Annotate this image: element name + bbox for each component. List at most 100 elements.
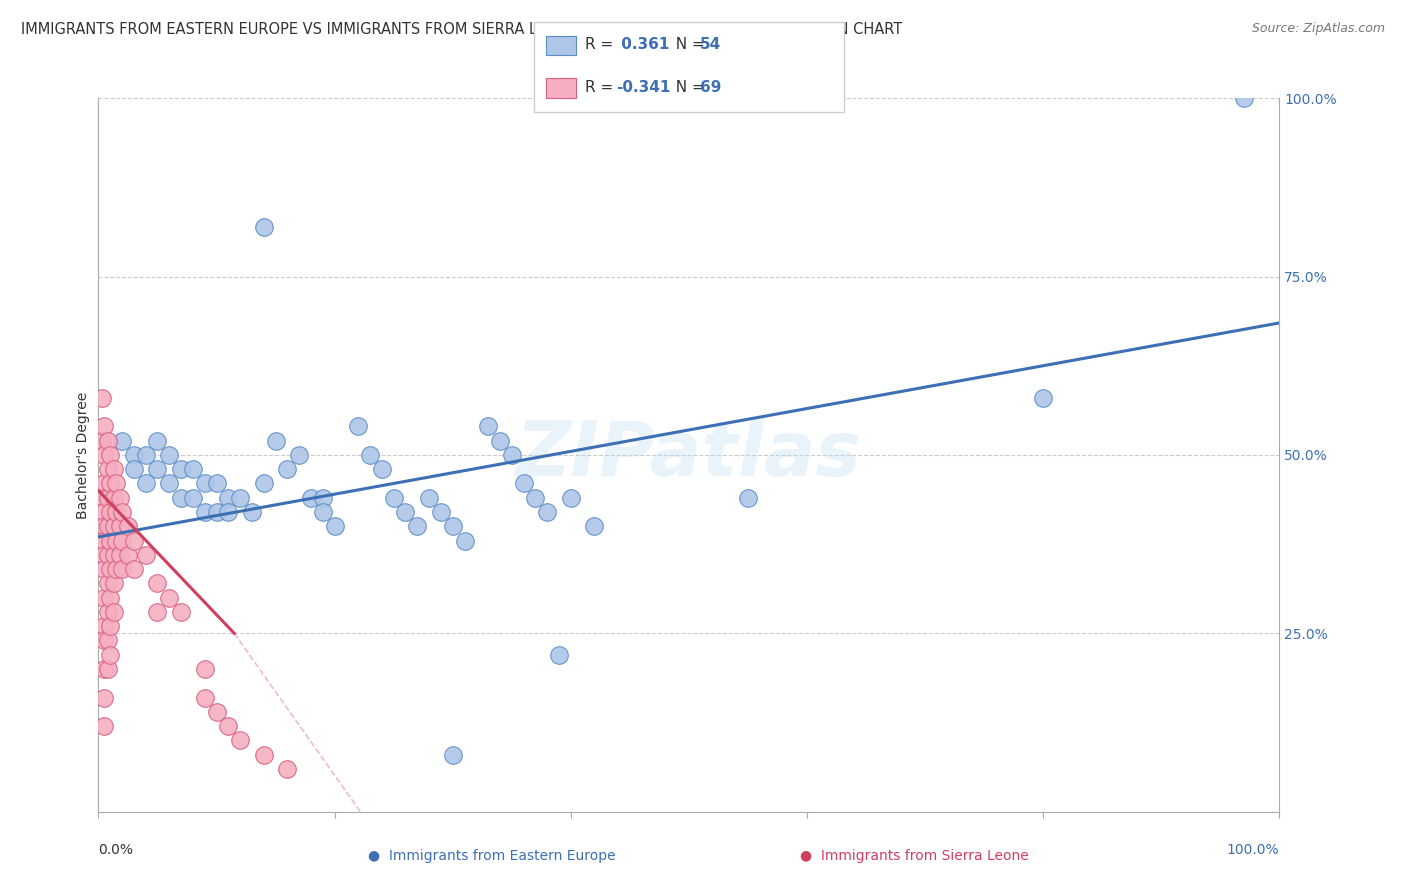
Point — [240, 505, 263, 519]
Point — [253, 219, 276, 234]
Point — [117, 548, 139, 562]
Point — [97, 605, 120, 619]
Point — [560, 491, 582, 505]
Point — [146, 462, 169, 476]
Point — [97, 576, 120, 591]
Point — [406, 519, 429, 533]
Point — [323, 519, 346, 533]
Point — [103, 491, 125, 505]
Point — [453, 533, 475, 548]
Point — [157, 448, 180, 462]
Point — [205, 505, 228, 519]
Point — [146, 434, 169, 448]
Point — [98, 648, 121, 662]
Point — [489, 434, 512, 448]
Point — [93, 562, 115, 576]
Point — [93, 719, 115, 733]
Point — [217, 505, 239, 519]
Point — [253, 747, 276, 762]
Point — [122, 533, 145, 548]
Point — [135, 476, 157, 491]
Point — [288, 448, 311, 462]
Point — [312, 505, 335, 519]
Point — [359, 448, 381, 462]
Point — [205, 476, 228, 491]
Point — [217, 491, 239, 505]
Point — [122, 448, 145, 462]
Point — [299, 491, 322, 505]
Text: 0.361: 0.361 — [616, 37, 669, 52]
Text: 54: 54 — [700, 37, 721, 52]
Point — [93, 448, 115, 462]
Point — [382, 491, 405, 505]
Point — [105, 476, 128, 491]
Point — [229, 491, 252, 505]
Point — [217, 719, 239, 733]
Point — [98, 562, 121, 576]
Point — [122, 562, 145, 576]
Point — [105, 562, 128, 576]
Point — [229, 733, 252, 747]
Point — [111, 505, 134, 519]
Text: 0.0%: 0.0% — [98, 843, 134, 857]
Point — [103, 576, 125, 591]
Point — [1032, 391, 1054, 405]
Point — [97, 491, 120, 505]
Point — [105, 533, 128, 548]
Point — [103, 462, 125, 476]
Point — [194, 476, 217, 491]
Point — [548, 648, 571, 662]
Point — [737, 491, 759, 505]
Point — [430, 505, 453, 519]
Point — [276, 462, 298, 476]
Text: R =: R = — [585, 80, 619, 95]
Point — [93, 548, 115, 562]
Point — [501, 448, 523, 462]
Point — [146, 576, 169, 591]
Point — [157, 476, 180, 491]
Point — [312, 491, 335, 505]
Point — [135, 548, 157, 562]
Point — [98, 448, 121, 462]
Point — [93, 690, 115, 705]
Point — [441, 747, 464, 762]
Point — [111, 562, 134, 576]
Text: 69: 69 — [700, 80, 721, 95]
Point — [93, 505, 115, 519]
Point — [97, 434, 120, 448]
Point — [371, 462, 394, 476]
Point — [98, 505, 121, 519]
Point — [97, 462, 120, 476]
Point — [477, 419, 499, 434]
Point — [93, 619, 115, 633]
Point — [205, 705, 228, 719]
Point — [93, 476, 115, 491]
Point — [93, 419, 115, 434]
Point — [103, 548, 125, 562]
Point — [103, 519, 125, 533]
Point — [181, 491, 204, 505]
Point — [194, 690, 217, 705]
Point — [264, 434, 287, 448]
Point — [536, 505, 558, 519]
Point — [93, 533, 115, 548]
Point — [108, 491, 131, 505]
Point — [97, 662, 120, 676]
Text: ●  Immigrants from Sierra Leone: ● Immigrants from Sierra Leone — [800, 849, 1028, 863]
Point — [524, 491, 547, 505]
Point — [97, 633, 120, 648]
Point — [157, 591, 180, 605]
Text: 100.0%: 100.0% — [1227, 843, 1279, 857]
Point — [98, 591, 121, 605]
Point — [135, 448, 157, 462]
Point — [441, 519, 464, 533]
Text: ZIPatlas: ZIPatlas — [516, 418, 862, 491]
Text: ●  Immigrants from Eastern Europe: ● Immigrants from Eastern Europe — [368, 849, 616, 863]
Point — [111, 434, 134, 448]
Point — [170, 605, 193, 619]
Point — [1233, 91, 1256, 105]
Point — [103, 605, 125, 619]
Point — [98, 533, 121, 548]
Point — [194, 505, 217, 519]
Point — [512, 476, 534, 491]
